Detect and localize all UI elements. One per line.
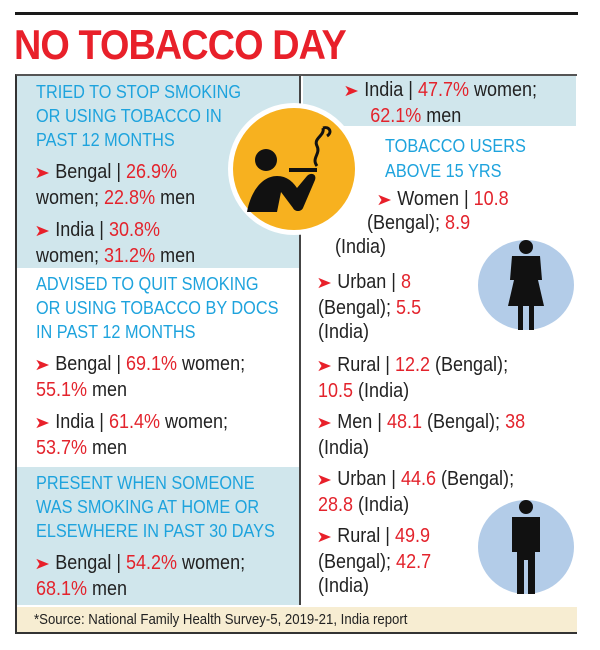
section-heading: PAST 12 MONTHS xyxy=(36,129,175,150)
stat-women-urban: ➤ Urban | 8 (Bengal); 5.5 (India) xyxy=(316,271,422,343)
stat-women-rural: ➤ Rural | 12.2 (Bengal); 10.5 (India) xyxy=(316,354,509,402)
source-text: *Source: National Family Health Survey-5… xyxy=(34,611,408,628)
red-arrow-bullet-icon: ➤ xyxy=(34,415,50,432)
stat-men-urban: ➤ Urban | 44.6 (Bengal); 28.8 (India) xyxy=(316,468,515,516)
tobacco-users-heading: TOBACCO USERS xyxy=(385,135,526,156)
section-advised-to-quit: ADVISED TO QUIT SMOKING OR USING TOBACCO… xyxy=(17,268,299,467)
red-arrow-bullet-icon: ➤ xyxy=(34,357,50,374)
section-present-when-smoking: PRESENT WHEN SOMEONE WAS SMOKING AT HOME… xyxy=(17,467,299,605)
page-title: NO TOBACCO DAY xyxy=(14,21,347,68)
source-footer: *Source: National Family Health Survey-5… xyxy=(17,607,577,632)
section-present-continued xyxy=(303,76,576,126)
smoking-person-icon xyxy=(228,103,360,235)
section-heading: PRESENT WHEN SOMEONE xyxy=(36,472,255,493)
section-heading: OR USING TOBACCO IN xyxy=(36,105,222,126)
red-arrow-bullet-icon: ➤ xyxy=(34,223,50,240)
section-heading: OR USING TOBACCO BY DOCS xyxy=(36,297,279,318)
red-arrow-bullet-icon: ➤ xyxy=(316,415,332,432)
red-arrow-bullet-icon: ➤ xyxy=(376,192,392,209)
red-arrow-bullet-icon: ➤ xyxy=(34,556,50,573)
stat-women-line3: (India) xyxy=(335,236,387,258)
red-arrow-bullet-icon: ➤ xyxy=(316,275,332,292)
section-heading: ELSEWHERE IN PAST 30 DAYS xyxy=(36,520,275,541)
section-tried-to-stop: TRIED TO STOP SMOKING OR USING TOBACCO I… xyxy=(17,76,299,268)
left-column: TRIED TO STOP SMOKING OR USING TOBACCO I… xyxy=(17,76,301,605)
stat-india: ➤ India | 30.8% women; 31.2% men xyxy=(34,219,196,267)
section-heading: WAS SMOKING AT HOME OR xyxy=(36,496,260,517)
red-arrow-bullet-icon: ➤ xyxy=(343,83,359,100)
woman-figure-icon xyxy=(478,240,574,330)
stat-men: ➤ Men | 48.1 (Bengal); 38 (India) xyxy=(316,411,526,459)
infographic-frame xyxy=(15,74,577,634)
red-arrow-bullet-icon: ➤ xyxy=(316,472,332,489)
stat-bengal: ➤ Bengal | 69.1% women; 55.1% men xyxy=(34,353,246,401)
stat-men-rural: ➤ Rural | 49.9 (Bengal); 42.7 (India) xyxy=(316,525,432,597)
stat-women-line2: (Bengal); 8.9 xyxy=(367,212,471,234)
man-figure-icon xyxy=(478,500,574,594)
stat-india: ➤ India | 61.4% women; 53.7% men xyxy=(34,411,229,459)
red-arrow-bullet-icon: ➤ xyxy=(34,165,50,182)
stat-bengal: ➤ Bengal | 26.9% women; 22.8% men xyxy=(34,161,196,209)
stat-women: ➤ Women | 10.8 xyxy=(376,187,508,213)
top-rule xyxy=(15,12,578,15)
stat-bengal: ➤ Bengal | 54.2% women; 68.1% men xyxy=(34,552,246,600)
section-heading: IN PAST 12 MONTHS xyxy=(36,321,196,342)
tobacco-users-heading: ABOVE 15 YRS xyxy=(385,160,502,181)
section-heading: ADVISED TO QUIT SMOKING xyxy=(36,273,259,294)
red-arrow-bullet-icon: ➤ xyxy=(316,358,332,375)
section-heading: TRIED TO STOP SMOKING xyxy=(36,81,242,102)
stat-india-present: ➤ India | 47.7% women; 62.1% men xyxy=(343,79,538,127)
red-arrow-bullet-icon: ➤ xyxy=(316,529,332,546)
